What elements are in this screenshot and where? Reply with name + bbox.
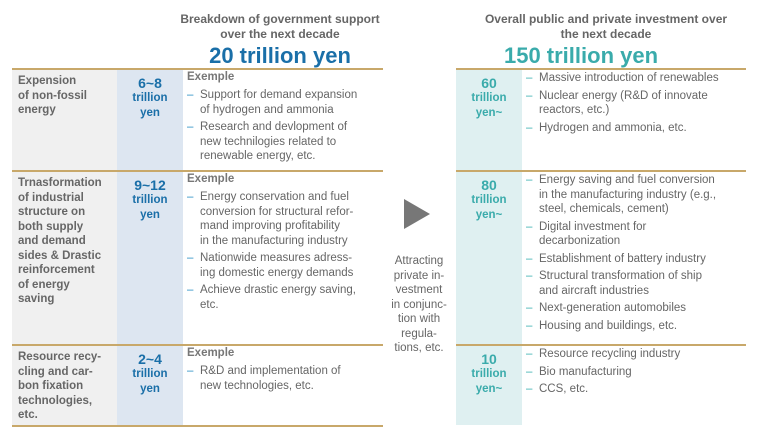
investment-item: CCS, etc. <box>526 382 758 397</box>
investment-item: Energy saving and fuel conversion in the… <box>526 173 758 217</box>
investment-item: Structural transformation of ship and ai… <box>526 269 758 298</box>
example-item: Achieve drastic energy saving, etc. <box>187 283 383 312</box>
row-divider <box>12 425 383 427</box>
category-cell: Trnasformation of industrial structure o… <box>12 170 117 344</box>
amount-unit: trillion yen <box>132 194 168 221</box>
examples-cell: Exemple R&D and implementation of new tec… <box>183 344 383 425</box>
amount-unit: trillion yen~ <box>471 92 507 119</box>
amount-value: 2~4 <box>138 351 162 367</box>
category-cell: Resource recy- cling and car- bon fixati… <box>12 344 117 425</box>
example-item: Nationwide measures adress- ing domestic… <box>187 251 383 280</box>
investment-item: Massive introduction of renewables <box>526 71 758 86</box>
investment-cell: Energy saving and fuel conversion in the… <box>522 170 758 344</box>
amount-unit: trillion yen~ <box>471 368 507 395</box>
amount-cell: 60 trillion yen~ <box>456 68 522 170</box>
amount-cell: 10 trillion yen~ <box>456 344 522 425</box>
left-heading: Breakdown of government support over the… <box>180 12 380 41</box>
examples-cell: Exemple Energy conservation and fuel conv… <box>183 170 383 344</box>
investment-cell: Massive introduction of renewables Nuclea… <box>522 68 758 170</box>
right-heading: Overall public and private investment ov… <box>484 12 728 41</box>
examples-label: Exemple <box>187 173 235 185</box>
amount-unit: trillion yen <box>132 368 168 395</box>
play-arrow-icon <box>404 199 430 229</box>
amount-value: 80 <box>481 177 497 193</box>
examples-cell: Exemple Support for demand expansion of h… <box>183 68 383 170</box>
investment-item: Resource recycling industry <box>526 347 758 362</box>
category-cell: Expension of non-fossil energy <box>12 68 117 170</box>
category-label: Expension of non-fossil energy <box>18 75 87 116</box>
amount-unit: trillion yen~ <box>471 194 507 221</box>
row-divider <box>12 344 383 346</box>
amount-value: 10 <box>481 351 497 367</box>
amount-unit: trillion yen <box>132 92 168 119</box>
row-divider <box>12 68 383 70</box>
examples-label: Exemple <box>187 71 235 83</box>
row-divider <box>456 68 746 70</box>
example-item: Energy conservation and fuel conversion … <box>187 190 383 248</box>
amount-cell: 6~8 trillion yen <box>117 68 183 170</box>
investment-item: Digital investment for decarbonization <box>526 220 758 249</box>
investment-item: Housing and buildings, etc. <box>526 319 758 334</box>
amount-cell: 9~12 trillion yen <box>117 170 183 344</box>
investment-item: Establishment of battery industry <box>526 252 758 267</box>
example-item: R&D and implementation of new technologi… <box>187 364 383 393</box>
row-divider <box>456 344 746 346</box>
amount-cell: 2~4 trillion yen <box>117 344 183 425</box>
amount-value: 60 <box>481 75 497 91</box>
category-label: Trnasformation of industrial structure o… <box>18 177 102 305</box>
row-divider <box>12 170 383 172</box>
amount-cell: 80 trillion yen~ <box>456 170 522 344</box>
investment-item: Nuclear energy (R&D of innovate reactors… <box>526 89 758 118</box>
left-total: 20 trillion yen <box>209 43 351 68</box>
investment-item: Hydrogen and ammonia, etc. <box>526 121 758 136</box>
examples-label: Exemple <box>187 347 235 359</box>
amount-value: 6~8 <box>138 75 162 91</box>
right-total: 150 trillion yen <box>503 43 659 68</box>
example-item: Research and devlopment of new technilog… <box>187 120 383 164</box>
category-label: Resource recy- cling and car- bon fixati… <box>18 351 102 421</box>
amount-value: 9~12 <box>134 177 166 193</box>
middle-text: Attracting private in- vestment in conju… <box>391 255 447 354</box>
investment-item: Bio manufacturing <box>526 365 758 380</box>
example-item: Support for demand expansion of hydrogen… <box>187 88 383 117</box>
row-divider <box>456 170 746 172</box>
investment-cell: Resource recycling industry Bio manufactu… <box>522 344 758 425</box>
investment-item: Next-generation automobiles <box>526 301 758 316</box>
